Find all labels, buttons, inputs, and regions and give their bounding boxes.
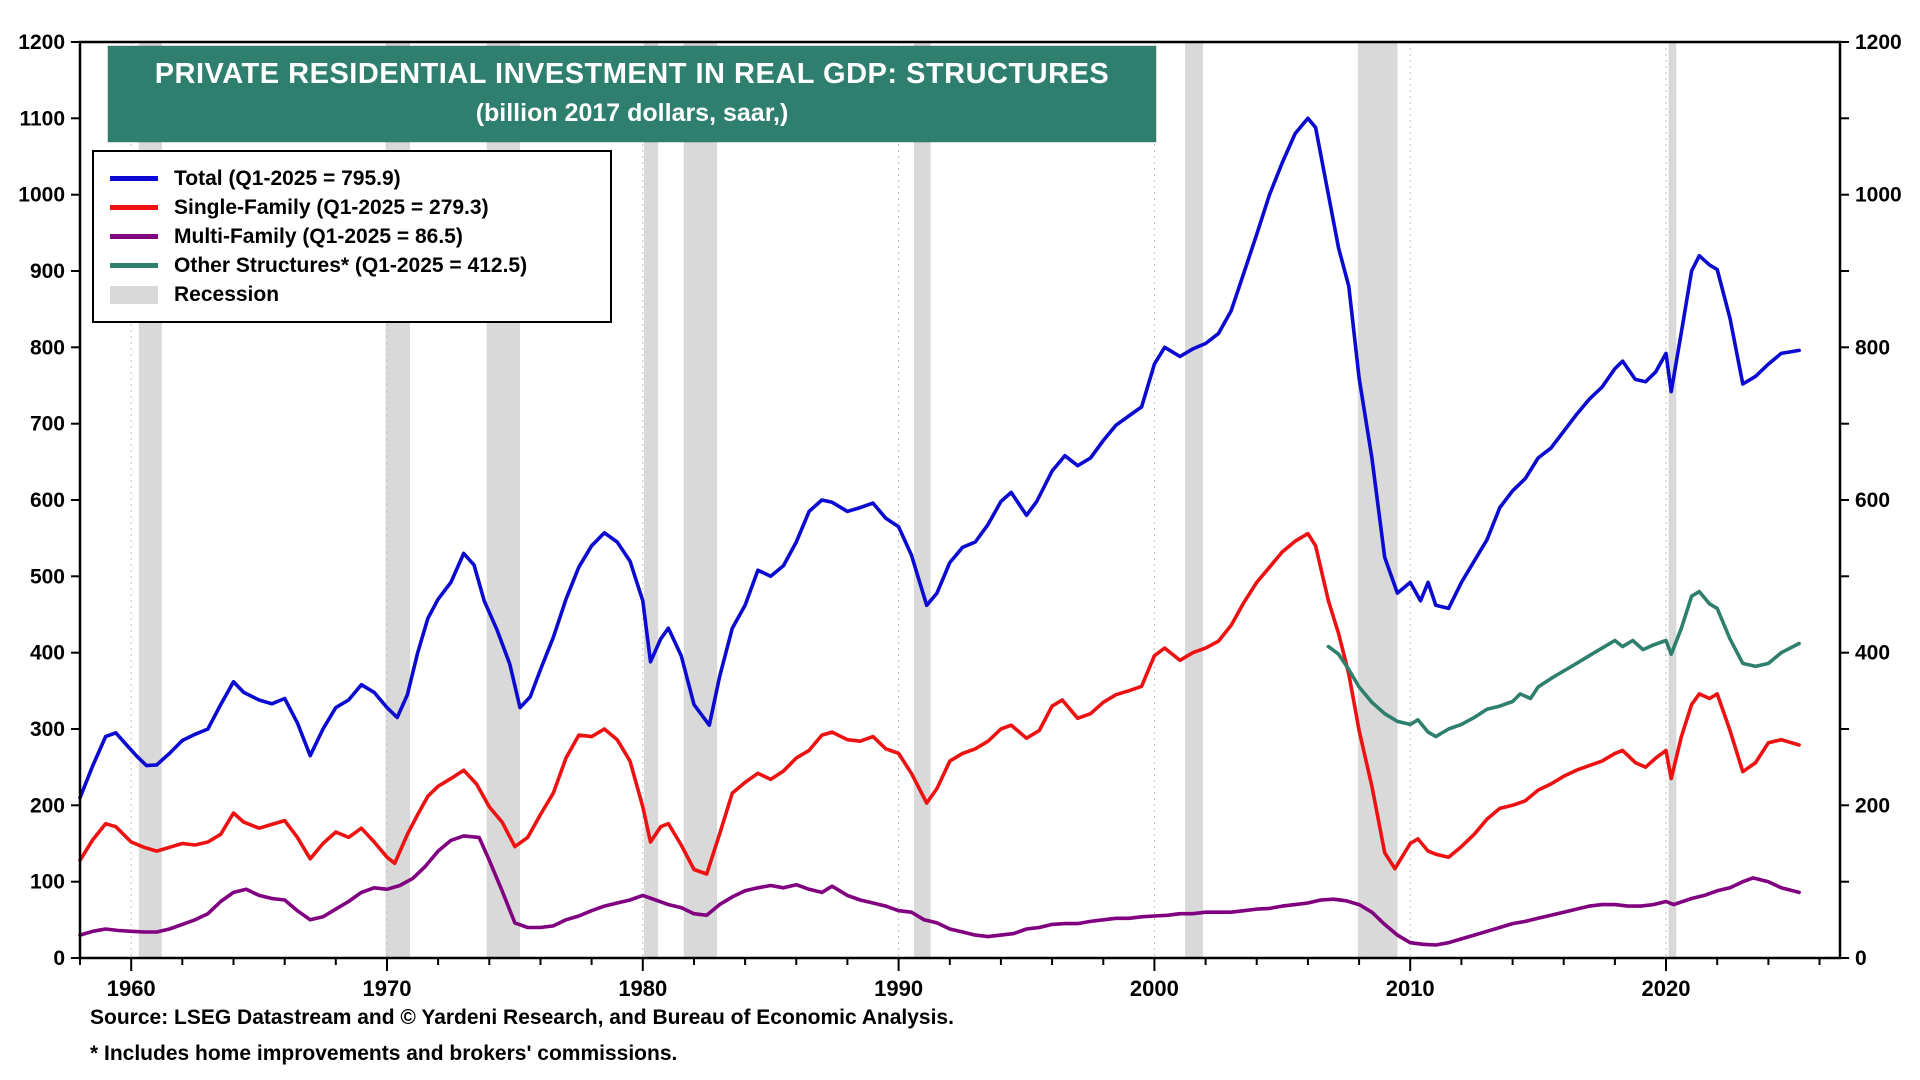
legend: Total (Q1-2025 = 795.9) Single-Family (Q… [92, 150, 612, 323]
other-structures-line-swatch [110, 263, 158, 268]
y-axis-label-left: 1100 [19, 107, 65, 130]
y-axis-label-right: 400 [1855, 642, 1890, 665]
y-axis-label-left: 1200 [18, 31, 65, 54]
y-axis-label-left: 300 [30, 718, 65, 741]
single-family-line-swatch [110, 205, 158, 210]
plot-frame [78, 40, 1842, 960]
recession-band [1185, 42, 1203, 958]
x-axis-label: 1960 [107, 976, 156, 1001]
y-axis-label-left: 400 [30, 642, 65, 665]
recession-band [914, 42, 931, 958]
series-line-1 [78, 531, 1801, 876]
y-axis-label-left: 700 [30, 413, 65, 436]
y-axis-label-right: 0 [1855, 947, 1867, 970]
chart-subtitle: (billion 2017 dollars, saar,) [475, 99, 789, 127]
recession-band [644, 42, 659, 958]
y-axis-label-right: 1200 [1855, 31, 1902, 54]
legend-item-single-family: Single-Family (Q1-2025 = 279.3) [110, 193, 594, 222]
x-axis-label: 1980 [618, 976, 667, 1001]
legend-item-multi-family: Multi-Family (Q1-2025 = 86.5) [110, 222, 594, 251]
legend-item-other-structures: Other Structures* (Q1-2025 = 412.5) [110, 251, 594, 280]
series-line-3 [1326, 589, 1801, 739]
recession-band [683, 42, 717, 958]
recession-band [1668, 42, 1677, 958]
multi-family-line-swatch [110, 234, 158, 239]
y-axis-label-right: 200 [1855, 794, 1890, 817]
legend-item-total: Total (Q1-2025 = 795.9) [110, 164, 594, 193]
y-axis-label-right: 600 [1855, 489, 1890, 512]
x-axis-label: 2010 [1386, 976, 1435, 1001]
y-axis-label-right: 800 [1855, 336, 1890, 359]
y-axis-label-left: 0 [53, 947, 65, 970]
y-axis-label-left: 500 [30, 565, 65, 588]
recession-swatch [110, 285, 158, 304]
y-axis-label-left: 100 [30, 871, 65, 894]
series-line-2 [78, 834, 1801, 947]
legend-label-other-structures: Other Structures* (Q1-2025 = 412.5) [174, 253, 528, 277]
y-axis-label-left: 900 [30, 260, 65, 283]
y-axis-label-right: 1000 [1855, 184, 1902, 207]
series-line-0 [78, 116, 1801, 800]
legend-item-recession: Recession [110, 280, 594, 309]
legend-label-recession: Recession [174, 282, 280, 306]
y-axis-label-left: 600 [30, 489, 65, 512]
legend-label-multi-family: Multi-Family (Q1-2025 = 86.5) [174, 224, 463, 248]
chart-title-box: PRIVATE RESIDENTIAL INVESTMENT IN REAL G… [108, 46, 1156, 142]
x-axis-label: 2020 [1642, 976, 1691, 1001]
y-axis-label-left: 200 [30, 794, 65, 817]
total-line-swatch [110, 176, 158, 181]
chart-title: PRIVATE RESIDENTIAL INVESTMENT IN REAL G… [154, 58, 1110, 90]
x-axis-label: 2000 [1130, 976, 1179, 1001]
footnote: * Includes home improvements and brokers… [90, 1042, 678, 1065]
legend-label-total: Total (Q1-2025 = 795.9) [174, 166, 401, 190]
y-axis-label-left: 1000 [18, 184, 65, 207]
x-axis-label: 1970 [363, 976, 412, 1001]
y-axis-label-left: 800 [30, 336, 65, 359]
x-axis-label: 1990 [874, 976, 923, 1001]
source-note: Source: LSEG Datastream and © Yardeni Re… [90, 1006, 954, 1029]
legend-label-single-family: Single-Family (Q1-2025 = 279.3) [174, 195, 489, 219]
